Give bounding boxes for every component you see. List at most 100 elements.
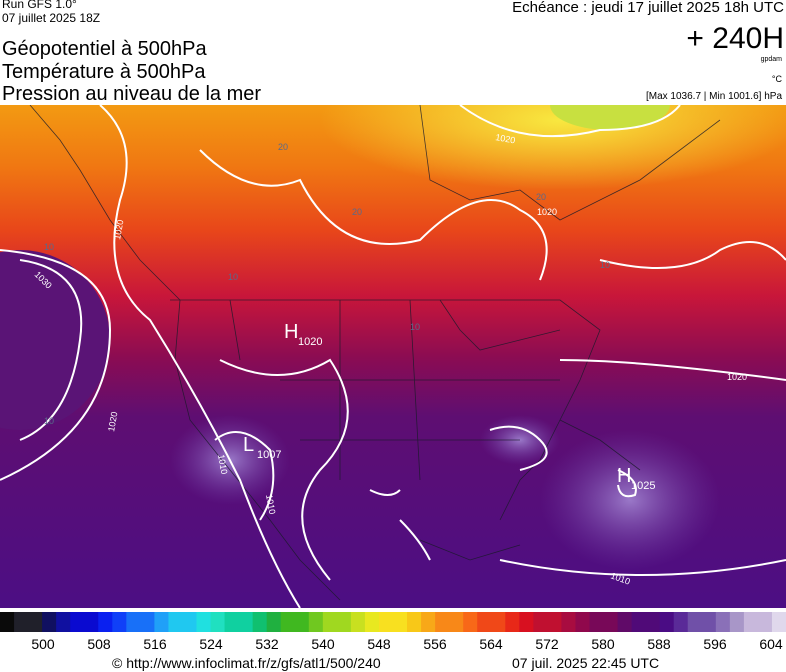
colorbar-swatch	[617, 612, 633, 632]
colorbar-label: 580	[591, 636, 615, 652]
colorbar-swatch	[505, 612, 520, 632]
colorbar-swatch	[336, 612, 352, 632]
colorbar-swatch	[56, 612, 71, 632]
temperature-label: 10	[44, 242, 54, 252]
run-date: 07 juillet 2025 18Z	[2, 11, 100, 25]
title-line: Température à 500hPa	[2, 61, 206, 83]
colorbar-label: 548	[367, 636, 391, 652]
colorbar-swatch	[84, 612, 99, 632]
colorbar-swatch	[308, 612, 324, 632]
colorbar-swatch	[42, 612, 57, 632]
colorbar-swatch	[547, 612, 562, 632]
temperature-label: 10	[228, 272, 238, 282]
temperature-label: 10	[44, 416, 54, 426]
colorbar: 500 508 516 524 532 540 548 556 564 572 580 588 596 6…	[0, 612, 786, 652]
colorbar-label: 532	[255, 636, 279, 652]
colorbar-swatch	[631, 612, 647, 632]
colorbar-label: 540	[311, 636, 335, 652]
colorbar-swatch	[378, 612, 394, 632]
colorbar-swatch	[154, 612, 169, 632]
colorbar-swatch	[449, 612, 464, 632]
colorbar-label: 588	[647, 636, 671, 652]
colorbar-swatch	[350, 612, 366, 632]
colorbar-swatch	[407, 612, 422, 632]
temperature-label: 10	[410, 322, 420, 332]
colorbar-swatch	[182, 612, 197, 632]
colorbar-label: 556	[423, 636, 447, 652]
colorbar-swatch	[743, 612, 759, 632]
colorbar-swatch	[140, 612, 155, 632]
temperature-label: 20	[352, 207, 362, 217]
colorbar-swatch	[168, 612, 183, 632]
colorbar-swatch	[533, 612, 548, 632]
colorbar-swatch	[589, 612, 605, 632]
colorbar-swatch	[112, 612, 127, 632]
colorbar-swatch	[659, 612, 675, 632]
colorbar-swatch	[561, 612, 576, 632]
echeance: Echéance : jeudi 17 juillet 2025 18h UTC	[512, 0, 784, 16]
colorbar-swatch	[603, 612, 619, 632]
colorbar-swatch	[294, 612, 310, 632]
title-line: Géopotentiel à 500hPa	[2, 38, 207, 60]
temperature-label: 10	[600, 260, 610, 270]
colorbar-swatch	[266, 612, 282, 632]
colorbar-swatch	[393, 612, 408, 632]
colorbar-swatch	[575, 612, 590, 632]
colorbar-swatch	[98, 612, 113, 632]
unit-gpdam: gpdam	[761, 56, 783, 63]
temperature-label: 20	[278, 142, 288, 152]
run-label: Run GFS 1.0°	[2, 0, 77, 11]
title-line: Pression au niveau de la mer	[2, 83, 261, 105]
max-min: [Max 1036.7 | Min 1001.6] hPa	[646, 91, 782, 102]
isobar-label: 1020	[106, 411, 119, 432]
colorbar-swatch	[196, 612, 212, 632]
colorbar-swatch	[421, 612, 436, 632]
colorbar-swatch	[238, 612, 254, 632]
colorbar-swatch	[519, 612, 534, 632]
colorbar-swatch	[126, 612, 141, 632]
colorbar-swatch	[463, 612, 478, 632]
isobar-label: 1010	[264, 494, 277, 515]
colorbar-swatch	[364, 612, 380, 632]
center-value: 1007	[257, 449, 281, 461]
colorbar-swatch	[491, 612, 506, 632]
colorbar-swatch	[70, 612, 85, 632]
colorbar-label: 604	[759, 636, 783, 652]
colorbar-swatch	[701, 612, 717, 632]
footer-url: © http://www.infoclimat.fr/z/gfs/atl1/50…	[112, 655, 381, 671]
temperature-label: 20	[536, 192, 546, 202]
colorbar-swatch	[0, 612, 15, 632]
colorbar-label: 524	[199, 636, 223, 652]
colorbar-swatch	[673, 612, 689, 632]
colorbar-swatch	[435, 612, 450, 632]
unit-celsius: °C	[772, 74, 783, 84]
center-value: 1025	[631, 480, 655, 492]
colorbar-swatch	[224, 612, 240, 632]
colorbar-label: 572	[535, 636, 559, 652]
center-symbol: L	[243, 434, 254, 456]
isobar-label: 1020	[537, 207, 557, 217]
isobar-label: 1020	[112, 219, 125, 240]
isobar-label: 1010	[216, 454, 229, 475]
footer-timestamp: 07 juil. 2025 22:45 UTC	[512, 655, 659, 671]
isobar-label: 1020	[495, 132, 516, 145]
colorbar-swatch	[729, 612, 745, 632]
colorbar-swatch	[715, 612, 731, 632]
colorbar-swatch	[771, 612, 786, 632]
center-symbol: H	[284, 321, 298, 343]
colorbar-swatch	[757, 612, 773, 632]
horizon: + 240H	[686, 22, 784, 55]
isobar-label: 1020	[727, 372, 747, 382]
colorbar-swatch	[322, 612, 338, 632]
colorbar-label: 564	[479, 636, 503, 652]
colorbar-swatch	[645, 612, 661, 632]
colorbar-swatch	[14, 612, 29, 632]
colorbar-swatch	[280, 612, 296, 632]
colorbar-swatch	[28, 612, 43, 632]
colorbar-swatch	[210, 612, 226, 632]
colorbar-label: 516	[143, 636, 167, 652]
colorbar-swatch	[687, 612, 703, 632]
